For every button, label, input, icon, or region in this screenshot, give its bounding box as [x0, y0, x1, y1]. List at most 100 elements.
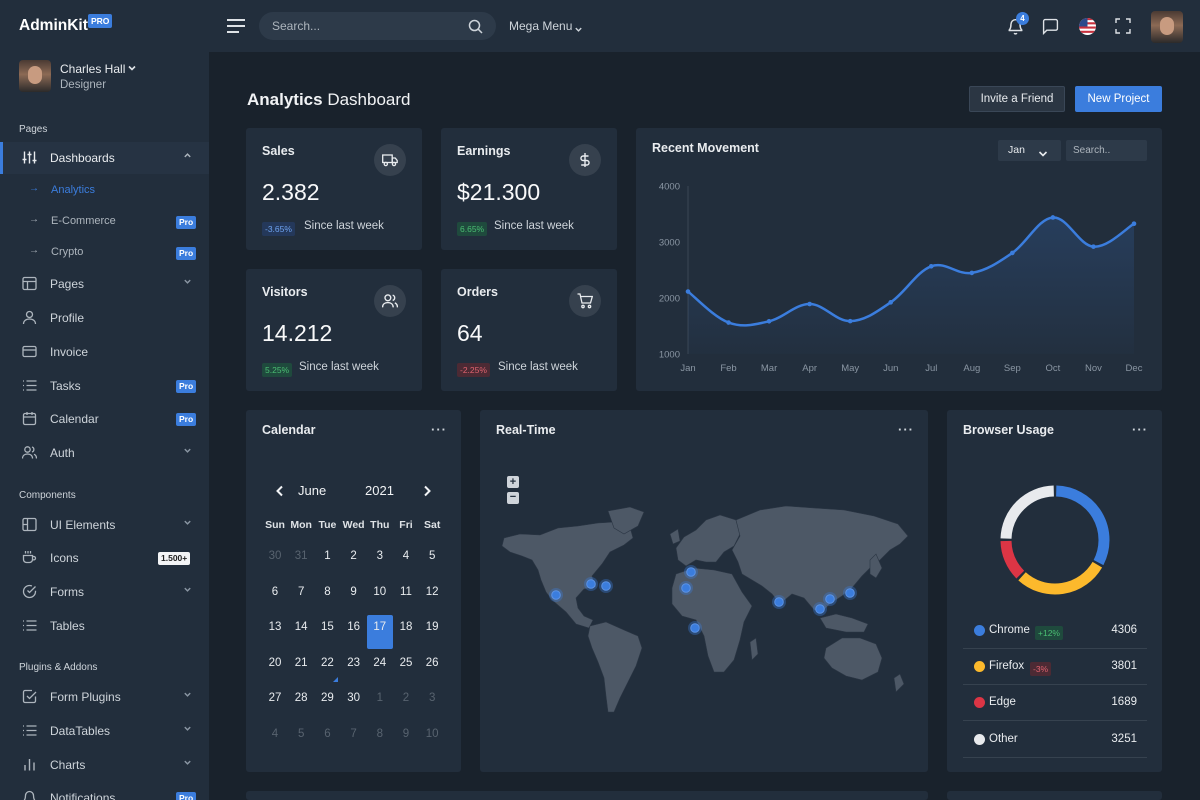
message-square-icon[interactable] — [1042, 18, 1059, 40]
calendar-day[interactable]: 12 — [425, 585, 439, 598]
data-point[interactable] — [1010, 250, 1015, 256]
calendar-day[interactable]: 28 — [294, 692, 308, 704]
calendar-day[interactable]: 25 — [399, 656, 413, 669]
calendar-day[interactable]: 8 — [324, 585, 331, 598]
calendar-day[interactable]: 1 — [376, 692, 383, 704]
calendar-day[interactable]: 6 — [271, 585, 279, 598]
calendar-day[interactable]: 4 — [271, 727, 279, 740]
data-point[interactable] — [1050, 215, 1056, 220]
map-marker[interactable] — [690, 623, 700, 633]
zoom-out-button[interactable]: − — [507, 492, 519, 504]
sidebar-item-charts[interactable]: Charts — [0, 749, 209, 781]
calendar-day[interactable]: 7 — [297, 585, 305, 598]
sidebar-item-profile[interactable]: Profile — [0, 302, 209, 334]
brand-logo[interactable]: AdminKit — [19, 17, 88, 34]
month-select[interactable]: Jan — [998, 140, 1061, 161]
sidebar-subitem-ecommerce[interactable]: → E-Commerce Pro — [0, 208, 209, 236]
new-project-button[interactable]: New Project — [1075, 86, 1162, 112]
calendar-day[interactable]: 2 — [402, 692, 410, 704]
calendar-day[interactable]: 19 — [425, 621, 439, 633]
mega-menu-dropdown[interactable]: Mega Menu — [509, 19, 572, 33]
data-point[interactable] — [969, 270, 975, 276]
calendar-day[interactable]: 29 — [320, 692, 334, 704]
map-marker[interactable] — [601, 581, 611, 591]
calendar-day[interactable]: 23 — [347, 656, 360, 669]
map-marker[interactable] — [845, 588, 855, 598]
data-point[interactable] — [766, 318, 772, 324]
calendar-month[interactable]: June — [298, 483, 327, 498]
sidebar-item-tasks[interactable]: Tasks Pro — [0, 370, 209, 402]
map-marker[interactable] — [686, 567, 696, 577]
calendar-day[interactable]: 17 — [373, 621, 387, 633]
data-point[interactable] — [1091, 244, 1096, 249]
map-marker[interactable] — [681, 583, 691, 593]
calendar-day[interactable]: 18 — [399, 621, 413, 633]
calendar-year[interactable]: 2021 — [365, 483, 394, 498]
sidebar-item-datatables[interactable]: DataTables — [0, 715, 209, 747]
calendar-day[interactable]: 9 — [350, 585, 357, 598]
sidebar-item-pages[interactable]: Pages — [0, 268, 209, 300]
map-marker[interactable] — [815, 604, 825, 614]
calendar-day[interactable]: 31 — [294, 550, 308, 562]
calendar-selected-day[interactable] — [367, 615, 393, 649]
sidebar-item-notifications[interactable]: Notifications Pro — [0, 782, 209, 800]
donut-slice-edge[interactable] — [1000, 540, 1025, 579]
map-marker[interactable] — [774, 597, 784, 607]
chevron-down-icon[interactable] — [127, 63, 137, 75]
calendar-day[interactable]: 13 — [268, 621, 282, 633]
calendar-day[interactable]: 7 — [350, 727, 357, 740]
calendar-day[interactable]: 1 — [324, 550, 331, 562]
calendar-day[interactable]: 3 — [376, 550, 383, 562]
calendar-day[interactable]: 5 — [297, 727, 305, 740]
calendar-day[interactable]: 4 — [402, 550, 410, 562]
sidebar-item-calendar[interactable]: Calendar Pro — [0, 403, 209, 435]
more-horizontal-icon[interactable]: ··· — [898, 422, 914, 437]
sidebar-item-form-plugins[interactable]: Form Plugins — [0, 681, 209, 713]
map-marker[interactable] — [825, 594, 835, 604]
sidebar-item-ui-elements[interactable]: UI Elements — [0, 509, 209, 541]
donut-slice-firefox[interactable] — [1018, 561, 1103, 595]
calendar-day[interactable]: 20 — [268, 656, 282, 669]
data-point[interactable] — [807, 301, 812, 307]
sidebar-item-auth[interactable]: Auth — [0, 437, 209, 469]
calendar-day[interactable]: 11 — [400, 585, 412, 598]
chevron-left-icon[interactable] — [274, 484, 286, 502]
bell-icon[interactable] — [1007, 18, 1024, 40]
sidebar-item-icons[interactable]: Icons 1.500+ — [0, 542, 209, 574]
sidebar-item-tables[interactable]: Tables — [0, 610, 209, 642]
sidebar-item-dashboards[interactable]: Dashboards — [0, 142, 209, 174]
invite-friend-button[interactable]: Invite a Friend — [969, 86, 1065, 112]
calendar-day[interactable]: 16 — [347, 621, 360, 633]
calendar-day[interactable]: 5 — [428, 550, 436, 562]
calendar-day[interactable]: 9 — [402, 727, 410, 740]
map-marker[interactable] — [586, 579, 596, 589]
chevron-down-icon[interactable] — [574, 21, 583, 39]
donut-slice-other[interactable] — [1000, 485, 1055, 539]
calendar-day[interactable]: 30 — [347, 692, 360, 704]
menu-toggle-icon[interactable] — [226, 17, 246, 40]
sidebar-item-invoice[interactable]: Invoice — [0, 336, 209, 368]
calendar-day[interactable]: 14 — [294, 621, 308, 633]
data-point[interactable] — [1131, 221, 1137, 226]
calendar-day[interactable]: 2 — [350, 550, 357, 562]
data-point[interactable] — [685, 289, 691, 294]
donut-slice-chrome[interactable] — [1055, 485, 1110, 566]
data-point[interactable] — [888, 300, 894, 305]
calendar-day[interactable]: 21 — [294, 656, 308, 669]
calendar-day[interactable]: 10 — [425, 727, 439, 740]
map-marker[interactable] — [551, 590, 561, 600]
calendar-day[interactable]: 8 — [376, 727, 383, 740]
calendar-day[interactable]: 27 — [268, 692, 282, 704]
user-name[interactable]: Charles Hall — [60, 62, 126, 76]
calendar-day[interactable]: 6 — [324, 727, 331, 740]
more-horizontal-icon[interactable]: ··· — [1132, 422, 1148, 437]
search-icon[interactable] — [468, 19, 483, 39]
data-point[interactable] — [726, 320, 731, 325]
avatar[interactable] — [1151, 11, 1183, 43]
us-flag-icon[interactable] — [1079, 18, 1096, 40]
more-horizontal-icon[interactable]: ··· — [431, 422, 447, 437]
world-map[interactable] — [480, 410, 928, 772]
zoom-in-button[interactable]: + — [507, 476, 519, 488]
sidebar-subitem-analytics[interactable]: → Analytics — [0, 177, 209, 205]
chevron-right-icon[interactable] — [421, 484, 433, 502]
